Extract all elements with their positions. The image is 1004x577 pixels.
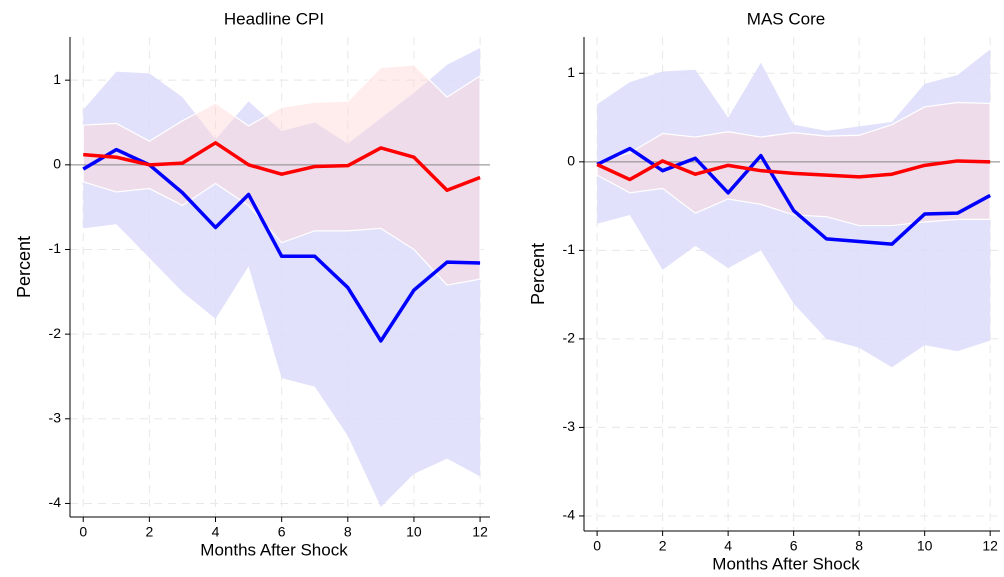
- y-tick-label: -4: [49, 494, 62, 510]
- x-tick-label: 10: [917, 538, 933, 554]
- line: [596, 146, 992, 246]
- x-tick-label: 6: [278, 524, 286, 540]
- x-axis-label: Months After Shock: [200, 540, 348, 559]
- line: [596, 159, 991, 182]
- y-tick-label: -4: [563, 507, 576, 523]
- chart-title: MAS Core: [747, 9, 825, 28]
- x-tick-label: 6: [790, 538, 798, 554]
- y-tick-label: -2: [563, 330, 576, 346]
- y-tick-label: 0: [53, 156, 61, 172]
- x-tick-label: 12: [472, 524, 488, 540]
- y-tick-label: -3: [563, 418, 576, 434]
- x-tick-label: 4: [724, 538, 732, 554]
- y-tick-label: 0: [567, 153, 575, 169]
- y-tick-label: 1: [53, 71, 61, 87]
- x-tick-label: 0: [79, 524, 87, 540]
- x-axis-label: Months After Shock: [712, 554, 860, 573]
- confidence-band: [596, 101, 991, 227]
- x-tick-label: 0: [593, 538, 601, 554]
- y-axis-label: Percent: [528, 243, 548, 305]
- x-tick-label: 12: [982, 538, 998, 554]
- x-tick-label: 2: [659, 538, 667, 554]
- y-tick-label: -1: [563, 241, 576, 257]
- line: [83, 141, 481, 192]
- chart-title: Headline CPI: [224, 9, 324, 28]
- x-tick-label: 8: [344, 524, 352, 540]
- y-tick-label: -1: [49, 240, 62, 256]
- y-tick-label: -3: [49, 410, 62, 426]
- x-tick-label: 2: [145, 524, 153, 540]
- y-tick-label: -2: [49, 325, 62, 341]
- y-tick-label: 1: [567, 64, 575, 80]
- y-axis-label: Percent: [14, 236, 34, 298]
- x-tick-label: 8: [855, 538, 863, 554]
- x-tick-label: 4: [212, 524, 220, 540]
- x-tick-label: 10: [406, 524, 422, 540]
